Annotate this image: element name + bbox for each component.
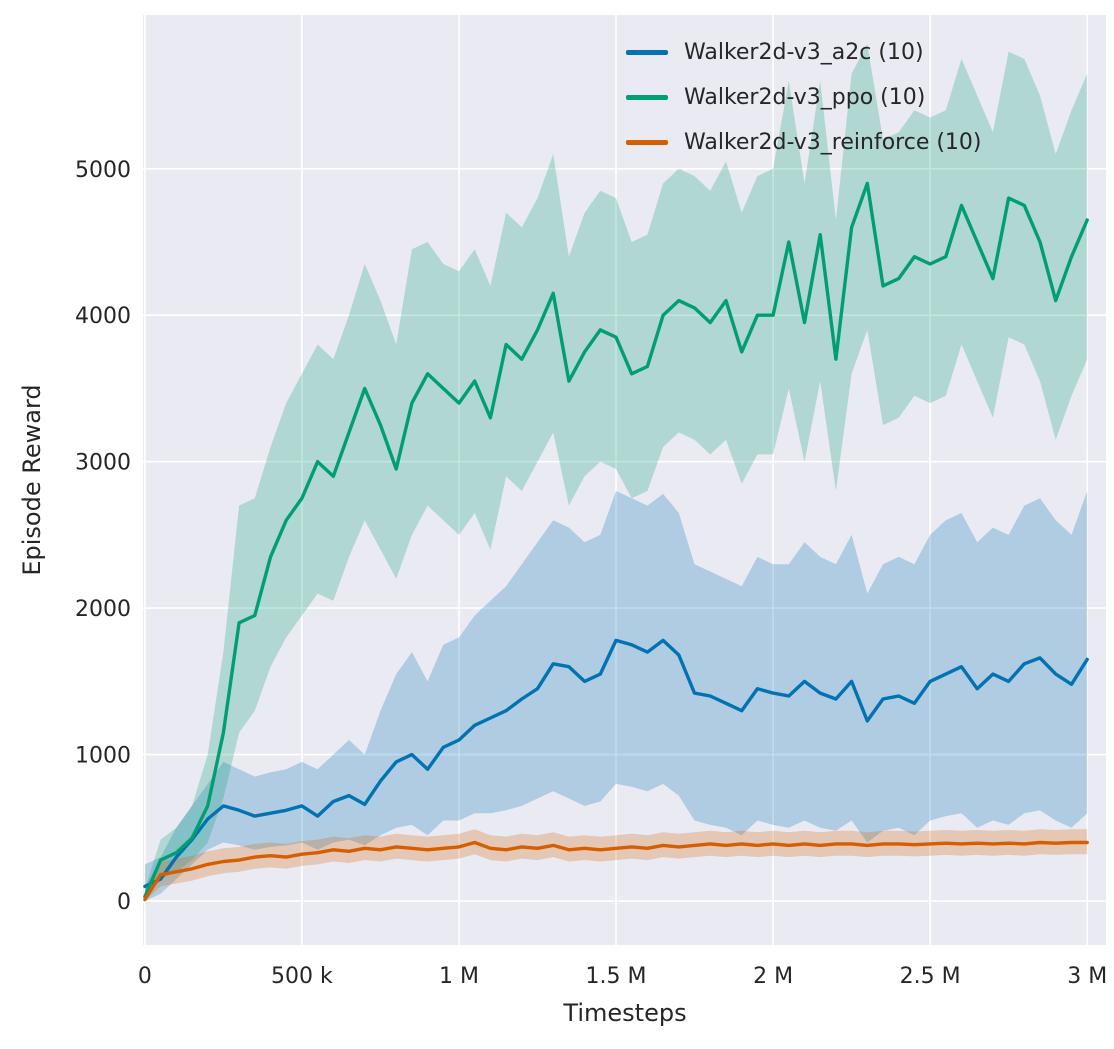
legend-item-ppo: Walker2d-v3_ppo (10) [626, 75, 982, 120]
legend-label: Walker2d-v3_ppo (10) [684, 85, 926, 110]
line-a2c [143, 638, 1089, 889]
legend-line-swatch [626, 50, 668, 55]
y-axis-label: Episode Reward [18, 384, 46, 576]
legend: Walker2d-v3_a2c (10) Walker2d-v3_ppo (10)… [626, 30, 982, 165]
legend-line-swatch [626, 95, 668, 100]
x-tick-label: 2 M [753, 964, 793, 989]
x-tick-label: 500 k [271, 964, 333, 989]
x-axis-label: Timesteps [563, 999, 687, 1027]
x-tick-label: 0 [138, 964, 152, 989]
line-ppo [143, 181, 1089, 899]
plot-background [143, 15, 1106, 945]
line-reinforce [143, 840, 1089, 902]
legend-item-reinforce: Walker2d-v3_reinforce (10) [626, 120, 982, 165]
x-tick-label: 2.5 M [900, 964, 961, 989]
band-ppo [144, 44, 1088, 902]
y-tick-label: 0 [117, 890, 131, 915]
legend-label: Walker2d-v3_a2c (10) [684, 40, 924, 65]
band-a2c [144, 491, 1088, 902]
legend-line-swatch [626, 140, 668, 145]
x-tick-label: 3 M [1067, 964, 1107, 989]
x-tick-label: 1.5 M [586, 964, 647, 989]
legend-item-a2c: Walker2d-v3_a2c (10) [626, 30, 982, 75]
legend-label: Walker2d-v3_reinforce (10) [684, 130, 982, 155]
band-reinforce [144, 829, 1088, 902]
y-tick-label: 3000 [75, 451, 131, 476]
x-tick-label: 1 M [439, 964, 479, 989]
y-tick-label: 1000 [75, 744, 131, 769]
y-tick-label: 4000 [75, 304, 131, 329]
y-tick-label: 5000 [75, 158, 131, 183]
y-tick-label: 2000 [75, 597, 131, 622]
